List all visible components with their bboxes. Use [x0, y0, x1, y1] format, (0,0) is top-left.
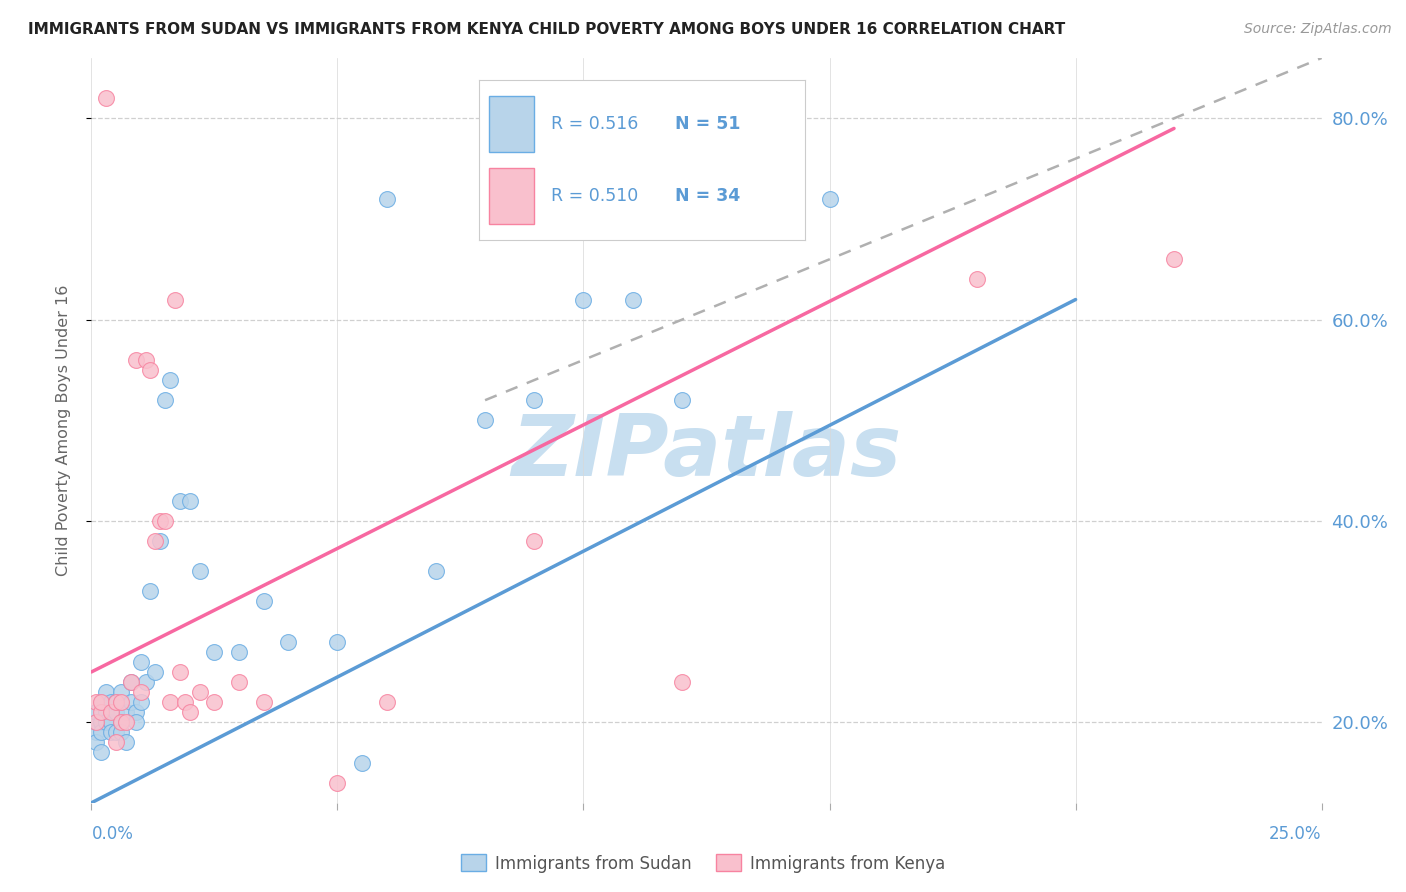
Point [135, 353, 156, 368]
Point [96, 715, 117, 730]
Point [253, 594, 276, 608]
Point [145, 534, 166, 549]
Point [149, 534, 172, 549]
Point [818, 192, 841, 206]
Point [90, 705, 112, 719]
Point [139, 584, 162, 599]
Y-axis label: Child Poverty Among Boys Under 16: Child Poverty Among Boys Under 16 [56, 285, 70, 576]
Point [90, 725, 112, 739]
Point [326, 634, 349, 648]
Point [110, 685, 132, 699]
Point [277, 634, 299, 648]
Point [188, 685, 211, 699]
Point [114, 715, 138, 730]
Point [671, 675, 693, 690]
Point [86, 735, 108, 749]
Point [169, 493, 191, 508]
Point [253, 695, 276, 709]
Point [110, 725, 132, 739]
Point [966, 272, 988, 286]
Point [100, 725, 122, 739]
Point [174, 695, 197, 709]
Point [671, 393, 693, 408]
Point [202, 645, 225, 659]
Point [153, 514, 177, 528]
Point [96, 685, 117, 699]
Point [100, 715, 122, 730]
Point [124, 353, 146, 368]
Point [90, 715, 112, 730]
Point [86, 705, 108, 719]
Point [100, 705, 122, 719]
Point [621, 293, 644, 307]
Point [105, 695, 127, 709]
Point [375, 695, 398, 709]
Point [110, 695, 132, 709]
Point [105, 695, 127, 709]
Point [129, 655, 152, 669]
Point [1163, 252, 1185, 267]
Point [124, 715, 146, 730]
Point [110, 715, 132, 730]
Point [86, 695, 108, 709]
Point [120, 695, 142, 709]
Point [129, 695, 152, 709]
Text: IMMIGRANTS FROM SUDAN VS IMMIGRANTS FROM KENYA CHILD POVERTY AMONG BOYS UNDER 16: IMMIGRANTS FROM SUDAN VS IMMIGRANTS FROM… [28, 22, 1066, 37]
Point [572, 293, 595, 307]
Point [105, 725, 127, 739]
Point [425, 564, 447, 578]
Point [96, 91, 117, 105]
Point [129, 685, 152, 699]
Point [474, 413, 496, 427]
Text: ZIPatlas: ZIPatlas [512, 411, 901, 494]
Point [149, 514, 172, 528]
Point [228, 675, 250, 690]
Point [179, 705, 201, 719]
Point [105, 705, 127, 719]
Point [163, 293, 186, 307]
Point [159, 373, 181, 387]
Legend: Immigrants from Sudan, Immigrants from Kenya: Immigrants from Sudan, Immigrants from K… [454, 847, 952, 880]
Point [90, 746, 112, 760]
Point [114, 735, 138, 749]
Point [145, 665, 166, 679]
Point [159, 695, 181, 709]
Point [90, 695, 112, 709]
Point [523, 393, 546, 408]
Point [188, 564, 211, 578]
Point [153, 393, 177, 408]
Point [169, 665, 191, 679]
Point [523, 534, 546, 549]
Point [90, 695, 112, 709]
Point [86, 715, 108, 730]
Point [228, 645, 250, 659]
Point [110, 715, 132, 730]
Point [124, 705, 146, 719]
Point [86, 725, 108, 739]
Point [100, 695, 122, 709]
Point [326, 775, 349, 789]
Text: 0.0%: 0.0% [91, 825, 134, 843]
Point [96, 705, 117, 719]
Point [86, 715, 108, 730]
Point [352, 756, 374, 770]
Text: 25.0%: 25.0% [1270, 825, 1322, 843]
Point [120, 675, 142, 690]
Point [114, 705, 138, 719]
Point [139, 363, 162, 377]
Point [179, 493, 201, 508]
Point [120, 675, 142, 690]
Point [105, 735, 127, 749]
Text: Source: ZipAtlas.com: Source: ZipAtlas.com [1244, 22, 1392, 37]
Point [375, 192, 398, 206]
Point [202, 695, 225, 709]
Point [135, 675, 156, 690]
